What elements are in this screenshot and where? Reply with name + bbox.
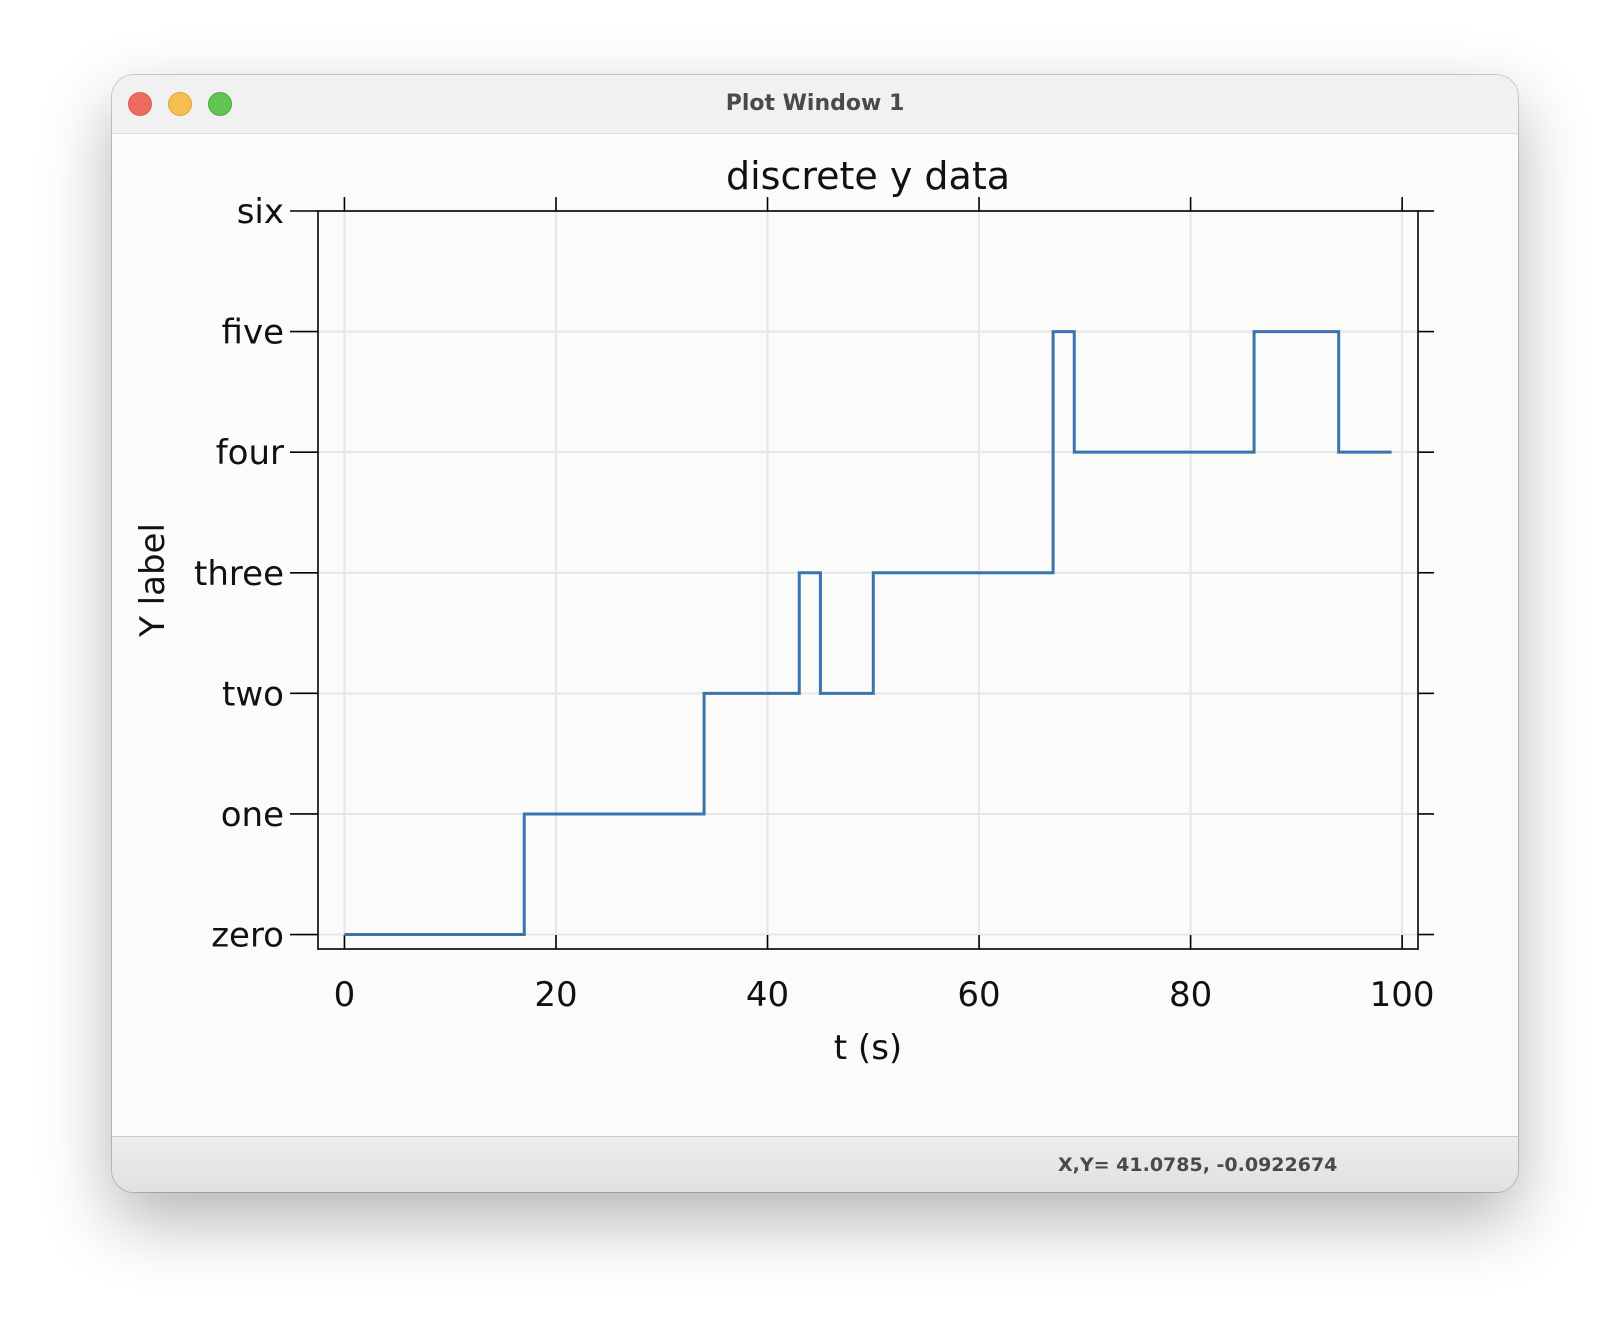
x-tick-label: 100 [1370, 975, 1435, 1015]
plot-area[interactable]: 0 20 40 60 80 100 zero one two three four five six d… [112, 134, 1518, 1192]
ticks [290, 197, 1434, 949]
axes-frame [317, 210, 1419, 950]
x-tick-label: 0 [334, 975, 356, 1015]
y-tick-label: zero [211, 916, 284, 956]
grid [318, 210, 1418, 949]
window-title: Plot Window 1 [725, 91, 905, 116]
x-tick-label: 40 [746, 975, 789, 1015]
plot-window: Plot Window 1 0 20 40 60 80 100 zero one two thre… [112, 75, 1518, 1192]
y-tick-label: four [216, 433, 284, 473]
x-tick-label: 60 [957, 975, 1000, 1015]
status-bar: X,Y= 41.0785, -0.0922674 [112, 1136, 1518, 1192]
title-bar[interactable]: Plot Window 1 [112, 75, 1518, 134]
x-axis-label: t (s) [834, 1028, 902, 1068]
y-tick-label: three [194, 554, 284, 594]
x-tick-label: 20 [534, 975, 577, 1015]
tick-labels: 0 20 40 60 80 100 zero one two three four five six [194, 192, 1435, 1015]
y-tick-label: five [222, 313, 284, 353]
chart-title: discrete y data [726, 154, 1010, 198]
y-tick-label: one [221, 795, 284, 835]
y-axis-label: Y label [133, 523, 173, 638]
y-tick-label: two [222, 674, 284, 714]
minimize-button[interactable] [168, 92, 192, 116]
close-button[interactable] [128, 92, 152, 116]
chart[interactable]: 0 20 40 60 80 100 zero one two three four five six d… [112, 134, 1518, 1136]
cursor-coordinates: X,Y= 41.0785, -0.0922674 [1058, 1154, 1338, 1176]
y-tick-label: six [237, 192, 284, 232]
zoom-button[interactable] [208, 92, 232, 116]
series-line [344, 330, 1392, 937]
x-tick-label: 80 [1169, 975, 1212, 1015]
